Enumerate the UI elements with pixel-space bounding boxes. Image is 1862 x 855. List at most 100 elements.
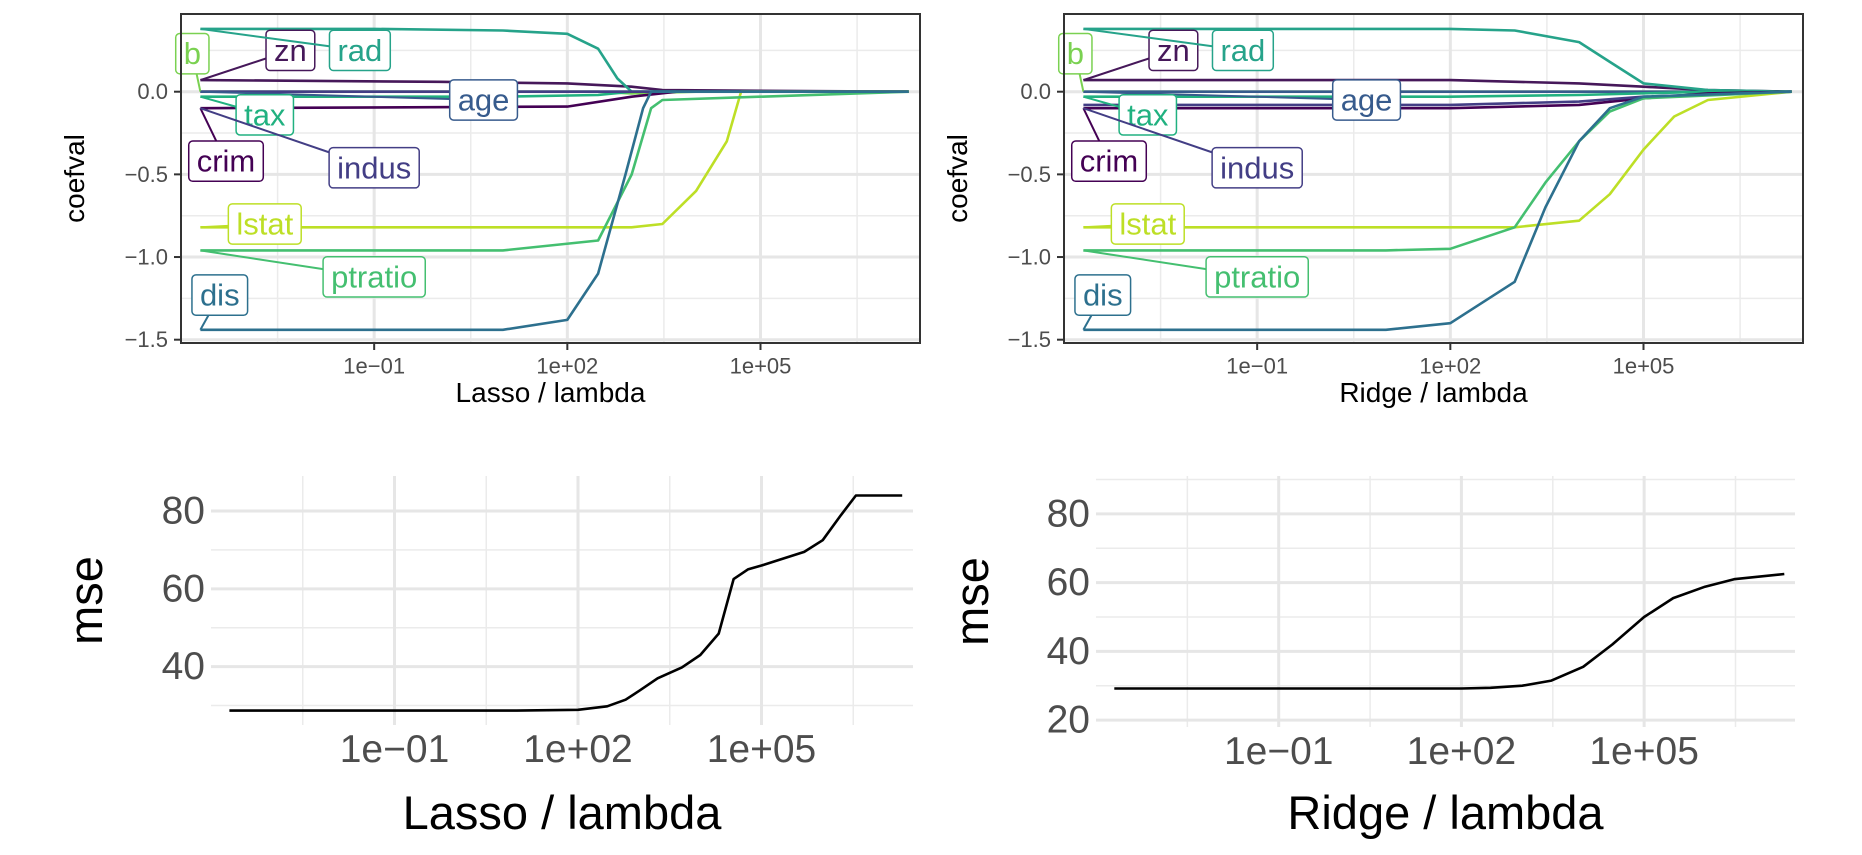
x-tick-label: 1e+05 (1589, 730, 1699, 773)
series-label-age: age (448, 79, 519, 121)
label-box-lstat (1110, 203, 1185, 245)
x-axis-title: Lasso / lambda (403, 786, 723, 839)
label-box-crim (187, 140, 265, 183)
series-label-b: b (1057, 32, 1093, 75)
x-tick-label: 1e+02 (523, 728, 633, 771)
series-label-dis: dis (191, 274, 249, 316)
y-axis-title: coefval (59, 134, 90, 223)
label-text-b: b (1067, 36, 1084, 71)
series-label-age: age (1331, 79, 1402, 121)
y-tick-label: 60 (162, 567, 205, 610)
series-line-dis (200, 90, 909, 332)
panel-border (1063, 13, 1804, 344)
leader-line-age (1083, 90, 1367, 101)
x-axis-title: Ridge / lambda (1287, 786, 1604, 839)
label-text-crim: crim (197, 144, 256, 179)
series-line-dis (1083, 90, 1792, 332)
label-box-b (1057, 32, 1093, 75)
label-box-b (174, 32, 210, 75)
series-label-rad: rad (328, 29, 392, 72)
x-axis-title: Ridge / lambda (1339, 377, 1528, 408)
x-tick-label: 1e−01 (1224, 730, 1334, 773)
label-text-rad: rad (337, 33, 382, 68)
series-line-rad (1083, 27, 1792, 93)
label-text-tax: tax (244, 97, 286, 132)
y-tick-label: 40 (1047, 630, 1090, 673)
label-box-indus (1211, 146, 1303, 189)
series-line-zn (200, 78, 909, 93)
series-label-indus: indus (328, 146, 420, 189)
mse-line (1114, 572, 1785, 690)
label-box-ptratio (1205, 255, 1310, 298)
x-tick-label: 1e+02 (536, 354, 598, 379)
x-axis-title: Lasso / lambda (456, 377, 646, 408)
x-tick-label: 1e−01 (340, 728, 450, 771)
y-tick-label: 40 (162, 645, 205, 688)
series-label-indus: indus (1211, 146, 1303, 189)
series-label-tax: tax (235, 93, 295, 136)
label-text-lstat: lstat (1119, 206, 1176, 241)
lasso-mse-panel: 1e−01 1e+02 1e+05 40 60 80 Lasso / lambda mse (59, 476, 913, 839)
y-tick-label: 0.0 (137, 79, 168, 104)
series-label-zn: zn (1148, 29, 1199, 72)
label-text-b: b (184, 36, 201, 71)
panel-border (180, 13, 921, 344)
label-text-zn: zn (274, 33, 307, 68)
series-label-ptratio: ptratio (1205, 255, 1310, 298)
y-axis-title: mse (59, 556, 112, 645)
series-label-lstat: lstat (1110, 203, 1185, 245)
label-text-indus: indus (1220, 150, 1294, 185)
series-label-tax: tax (1118, 93, 1178, 136)
label-text-indus: indus (337, 150, 411, 185)
label-box-ptratio (322, 255, 427, 298)
y-tick-label: 80 (1047, 492, 1090, 535)
series-label-zn: zn (265, 29, 316, 72)
y-tick-label: 20 (1047, 699, 1090, 742)
y-tick-label: 0.0 (1020, 79, 1051, 104)
label-text-ptratio: ptratio (1214, 259, 1300, 294)
label-text-tax: tax (1127, 97, 1169, 132)
mse-line (229, 494, 903, 712)
y-tick-label: −1.5 (1008, 327, 1051, 352)
label-box-dis (191, 274, 249, 316)
x-tick-label: 1e+02 (1407, 730, 1517, 773)
series-line-rad (200, 27, 909, 93)
label-box-age (448, 79, 519, 121)
series-line-ptratio (200, 90, 909, 252)
plot-background (211, 476, 913, 725)
label-text-dis: dis (1083, 278, 1123, 313)
x-tick-label: 1e+05 (730, 354, 792, 379)
leader-line-age (200, 90, 484, 101)
y-tick-label: −1.5 (125, 327, 168, 352)
label-text-rad: rad (1220, 33, 1265, 68)
series-line-lstat (1083, 90, 1792, 229)
series-label-dis: dis (1074, 274, 1132, 316)
x-tick-label: 1e+05 (707, 728, 817, 771)
label-box-crim (1070, 140, 1148, 183)
label-text-dis: dis (200, 278, 240, 313)
y-tick-label: −1.0 (1008, 245, 1051, 270)
y-tick-label: −0.5 (125, 162, 168, 187)
series-label-crim: crim (1070, 140, 1148, 183)
y-tick-label: 60 (1047, 561, 1090, 604)
series-label-lstat: lstat (227, 203, 302, 245)
x-tick-label: 1e+05 (1613, 354, 1675, 379)
label-text-crim: crim (1080, 144, 1139, 179)
series-label-rad: rad (1211, 29, 1275, 72)
x-tick-label: 1e+02 (1419, 354, 1481, 379)
x-tick-label: 1e−01 (1226, 354, 1288, 379)
label-box-rad (1211, 29, 1275, 72)
label-text-ptratio: ptratio (331, 259, 417, 294)
ridge-mse-panel: 1e−01 1e+02 1e+05 20 40 60 80 Ridge / lambda mse (945, 476, 1795, 839)
series-line-lstat (200, 90, 909, 229)
y-axis-title: coefval (942, 134, 973, 223)
label-text-zn: zn (1157, 33, 1190, 68)
series-line-ptratio (1083, 90, 1792, 252)
label-box-age (1331, 79, 1402, 121)
label-text-age: age (458, 82, 510, 117)
y-tick-label: −1.0 (125, 245, 168, 270)
label-box-dis (1074, 274, 1132, 316)
ridge-coefficient-panel: b zn rad age tax crim indus lstat ptratio dis 1e−0… (942, 13, 1804, 408)
series-label-crim: crim (187, 140, 265, 183)
